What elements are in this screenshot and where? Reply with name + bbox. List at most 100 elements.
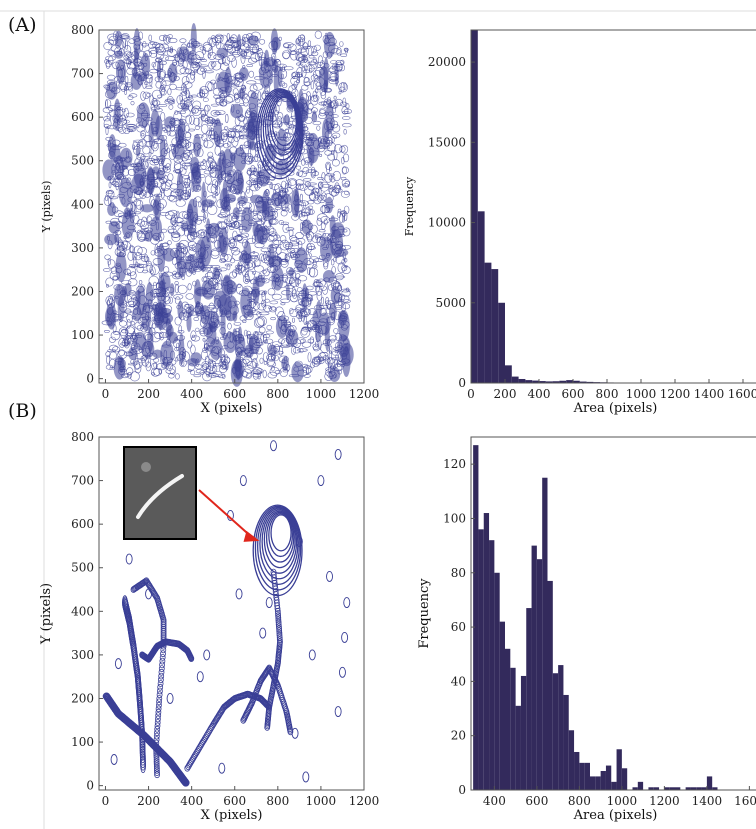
track-ellipse	[133, 199, 141, 207]
y-tick-label: 20	[451, 729, 466, 743]
track-ellipse	[229, 258, 236, 264]
track-ellipse	[123, 341, 132, 345]
track-ellipse	[126, 318, 131, 329]
histogram-bar	[499, 621, 505, 790]
dense-cluster	[145, 282, 154, 309]
dense-cluster	[285, 329, 299, 347]
track-ellipse	[140, 758, 147, 774]
track-ellipse	[159, 657, 166, 665]
dense-cluster	[178, 333, 185, 366]
track-ellipse	[103, 268, 111, 272]
track-ellipse	[146, 263, 153, 273]
track-ellipse	[190, 94, 198, 98]
ring-ellipse	[267, 94, 299, 156]
track-ellipse	[231, 57, 237, 68]
dense-cluster	[312, 110, 317, 122]
track-ellipse	[150, 250, 156, 256]
dense-cluster	[113, 98, 121, 131]
track-ellipse	[137, 247, 147, 256]
track-ellipse	[203, 138, 209, 148]
track-ellipse	[154, 725, 161, 733]
track-ellipse	[304, 365, 311, 370]
track-ellipse	[239, 223, 243, 234]
track-ellipse	[299, 38, 304, 49]
histogram-bar	[542, 477, 548, 790]
y-tick-label: 600	[71, 110, 94, 124]
track-ellipse	[195, 327, 200, 332]
track-ellipse	[296, 183, 301, 190]
track-ellipse	[190, 64, 199, 68]
track-ellipse	[158, 34, 166, 41]
track-ellipse	[266, 361, 277, 368]
dense-cluster	[195, 239, 206, 264]
track-ellipse	[263, 251, 268, 261]
histogram-bar	[637, 781, 644, 790]
x-tick-label: 600	[525, 794, 548, 808]
histogram-bar	[525, 380, 533, 383]
track-ellipse	[244, 365, 254, 374]
track-ellipse	[254, 52, 263, 62]
track-ellipse	[240, 232, 250, 238]
track-ellipse	[303, 77, 311, 87]
x-tick-label: 1200	[349, 794, 380, 808]
small-ellipse	[265, 597, 273, 609]
track-ellipse	[159, 211, 170, 216]
track-ellipse	[202, 46, 206, 55]
track-ellipse	[201, 133, 208, 142]
track-ellipse	[254, 331, 264, 335]
track-ellipse	[194, 51, 204, 60]
dense-cluster	[233, 147, 247, 172]
track-ellipse	[105, 60, 112, 68]
track-ellipse	[291, 71, 300, 80]
dense-cluster	[220, 308, 226, 339]
track-ellipse	[333, 328, 339, 334]
y-tick-label: 700	[71, 474, 94, 488]
track-ellipse	[219, 98, 227, 107]
track-ellipse	[242, 51, 247, 58]
track-ellipse	[226, 54, 236, 62]
track-ellipse	[168, 296, 173, 304]
x-tick-label: 1000	[306, 387, 337, 401]
track-ellipse	[155, 701, 162, 709]
track-ellipse	[200, 350, 208, 361]
track-ellipse	[281, 180, 287, 189]
track-ellipse	[227, 322, 232, 330]
track-ellipse	[200, 115, 210, 121]
track-ellipse	[139, 255, 146, 259]
track-ellipse	[331, 159, 340, 167]
track-ellipse	[337, 211, 341, 218]
track-ellipse	[333, 102, 339, 106]
y-tick-label: 0	[458, 376, 466, 390]
histogram-bar	[586, 381, 594, 383]
track-ellipse	[305, 367, 312, 374]
dense-cluster	[328, 367, 341, 382]
panel-a-scatter-plot: 0 200 400 600 800 1000 1200 0 100 200 300 400 500 600…	[40, 23, 379, 416]
ring-ellipse	[268, 513, 294, 558]
dense-cluster	[218, 151, 227, 177]
dense-cluster	[132, 66, 138, 79]
track-ellipse	[218, 58, 225, 65]
track-ellipse	[168, 104, 174, 110]
track-ellipse	[208, 37, 217, 48]
small-ellipse	[218, 762, 226, 774]
track-ellipse	[227, 129, 236, 138]
track-ellipse	[335, 354, 339, 360]
track-ellipse	[334, 275, 346, 279]
y-tick-label: 0	[86, 372, 94, 386]
track-ellipse	[184, 124, 190, 133]
track-ellipse	[167, 240, 172, 246]
track-ellipse	[205, 365, 216, 374]
dense-cluster	[239, 67, 249, 81]
track-ellipse	[284, 183, 289, 193]
histogram-bars	[473, 445, 718, 790]
dense-cluster	[301, 53, 307, 63]
track-ellipse	[318, 109, 326, 117]
dense-cluster	[188, 227, 197, 237]
track-ellipse	[301, 210, 306, 218]
track-ellipse	[283, 43, 290, 49]
track-ellipse	[309, 267, 316, 278]
dense-cluster	[291, 361, 305, 383]
track-ellipse	[330, 60, 338, 65]
track-ellipse	[153, 159, 159, 166]
track-ellipse	[278, 338, 285, 344]
